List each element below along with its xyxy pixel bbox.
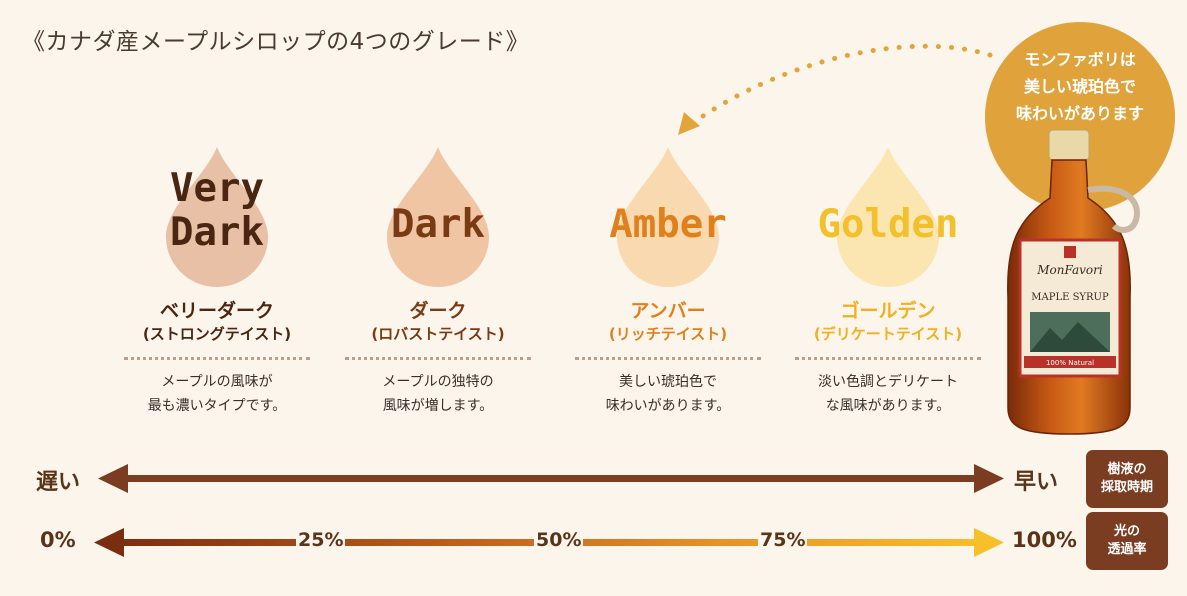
harvest-arrow xyxy=(98,464,1004,493)
bottle-brand: MonFavori xyxy=(1036,263,1103,277)
dotted-divider xyxy=(795,357,981,360)
dotted-divider xyxy=(345,357,531,360)
drop-label: Golden xyxy=(817,202,959,247)
transmittance-tick-0: 0% xyxy=(40,528,76,552)
drop-label: Amber xyxy=(609,202,727,247)
maple-syrup-bottle-image: MonFavori MAPLE SYRUP 100% Natural xyxy=(1007,129,1140,435)
harvest-late-label: 遅い xyxy=(36,470,81,495)
drop-shape xyxy=(837,147,939,287)
drop-shape xyxy=(617,147,719,287)
grade-subtitle: (ストロングテイスト) xyxy=(142,325,292,343)
very-dark-drop-icon: Very Dark xyxy=(152,145,282,287)
grade-subtitle: (リッチテイスト) xyxy=(608,325,728,343)
dotted-divider xyxy=(124,357,310,360)
transmittance-tick-100: 100% xyxy=(1012,528,1077,552)
drop-label: Very Dark xyxy=(170,166,264,255)
light-transmittance-tag: 光の 透過率 xyxy=(1086,512,1168,570)
bottle-badge: 100% Natural xyxy=(1046,359,1094,367)
amber-drop-icon: Amber xyxy=(603,145,733,287)
page-title: 《カナダ産メープルシロップの4つのグレード》 xyxy=(22,29,530,55)
transmittance-tick-25: 25% xyxy=(296,529,346,551)
drop-shape xyxy=(387,147,489,287)
harvest-period-tag: 樹液の 採取時期 xyxy=(1086,450,1168,508)
grade-name: ベリーダーク xyxy=(159,300,274,322)
grade-description: 淡い色調とデリケート な風味があります。 xyxy=(818,374,958,414)
grade-description: メープルの風味が 最も濃いタイプです。 xyxy=(147,374,287,414)
grade-dark: Dark ダーク (ロバストテイスト) メープルの独特の 風味が増します。 xyxy=(333,145,543,418)
grade-name: ダーク xyxy=(409,300,467,322)
dotted-divider xyxy=(575,357,761,360)
transmittance-tick-75: 75% xyxy=(758,529,808,551)
grade-name: ゴールデン xyxy=(840,300,936,322)
drop-label: Dark xyxy=(391,202,485,247)
dotted-arrow xyxy=(678,43,993,135)
transmittance-tick-50: 50% xyxy=(534,529,584,551)
callout-text: モンファボリは 美しい琥珀色で 味わいがあります xyxy=(1015,50,1144,123)
grade-very-dark: Very Dark ベリーダーク (ストロングテイスト) メープルの風味が 最も… xyxy=(112,145,322,418)
drop-shape xyxy=(166,147,268,287)
grade-golden: Golden ゴールデン (デリケートテイスト) 淡い色調とデリケート な風味が… xyxy=(783,145,993,418)
grade-description: メープルの独特の 風味が増します。 xyxy=(382,374,494,414)
harvest-early-label: 早い xyxy=(1014,470,1059,495)
golden-drop-icon: Golden xyxy=(818,145,958,287)
bottle-product: MAPLE SYRUP xyxy=(1031,292,1109,303)
grade-subtitle: (デリケートテイスト) xyxy=(813,325,963,343)
grade-description: 美しい琥珀色で 味わいがあります。 xyxy=(605,374,731,414)
grade-amber: Amber アンバー (リッチテイスト) 美しい琥珀色で 味わいがあります。 xyxy=(563,145,773,418)
grade-name: アンバー xyxy=(630,300,706,322)
dark-drop-icon: Dark xyxy=(373,145,503,287)
grade-subtitle: (ロバストテイスト) xyxy=(371,325,505,343)
